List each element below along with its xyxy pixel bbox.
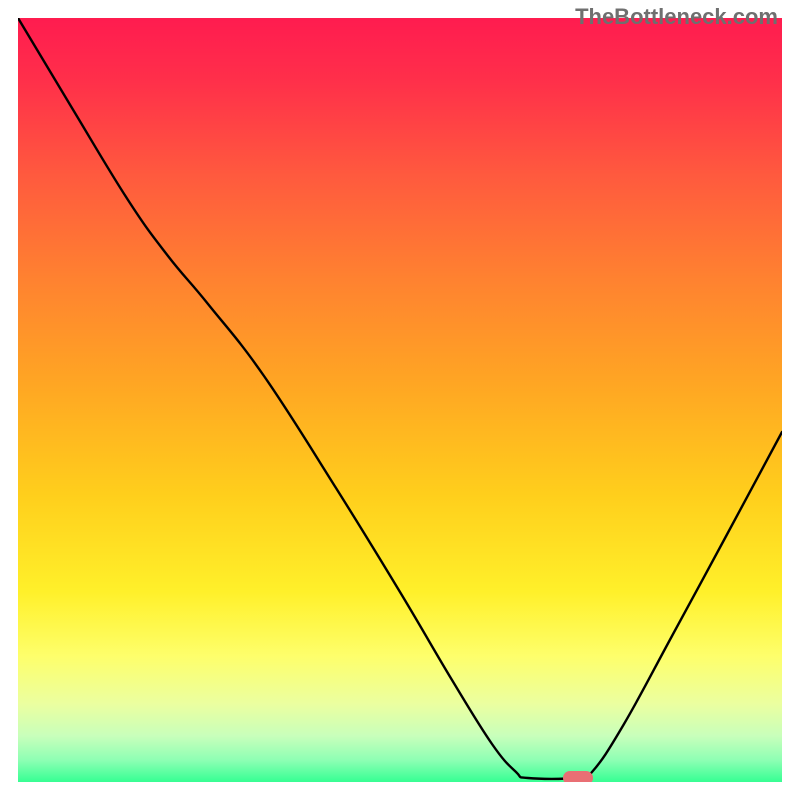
bottleneck-chart: TheBottleneck.com xyxy=(0,0,800,800)
optimal-point-marker xyxy=(563,771,593,785)
watermark-label: TheBottleneck.com xyxy=(575,4,778,30)
gradient-background xyxy=(0,0,800,800)
